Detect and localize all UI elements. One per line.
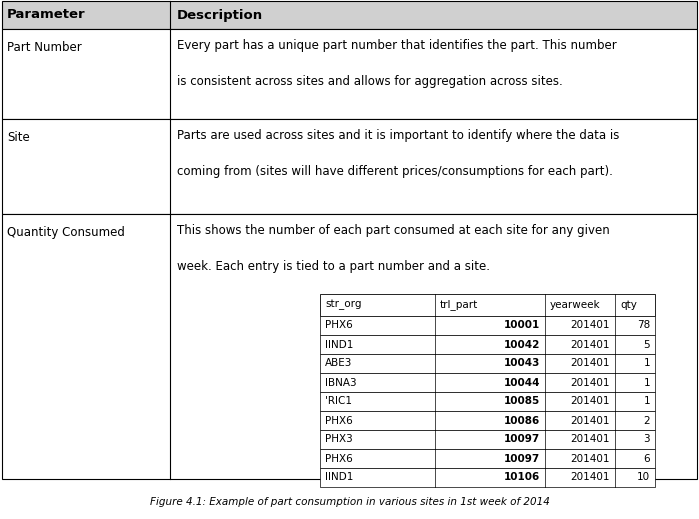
Bar xyxy=(320,449,655,468)
Text: PHX6: PHX6 xyxy=(325,454,353,463)
Text: 1: 1 xyxy=(643,377,650,388)
Text: 201401: 201401 xyxy=(570,397,610,406)
Text: 201401: 201401 xyxy=(570,434,610,444)
Text: qty: qty xyxy=(620,300,637,310)
Text: 3: 3 xyxy=(643,434,650,444)
Text: IIND1: IIND1 xyxy=(325,472,354,483)
Bar xyxy=(320,430,655,449)
Text: 201401: 201401 xyxy=(570,377,610,388)
Text: 10086: 10086 xyxy=(504,416,540,426)
Text: Figure 4.1: Example of part consumption in various sites in 1st week of 2014: Figure 4.1: Example of part consumption … xyxy=(150,497,549,507)
Text: str_org: str_org xyxy=(325,300,361,310)
Text: This shows the number of each part consumed at each site for any given: This shows the number of each part consu… xyxy=(177,224,610,237)
Bar xyxy=(320,468,655,487)
Bar xyxy=(320,373,655,392)
Text: 10042: 10042 xyxy=(503,339,540,349)
Text: 201401: 201401 xyxy=(570,454,610,463)
Text: 78: 78 xyxy=(637,321,650,331)
Bar xyxy=(320,294,655,316)
Text: 201401: 201401 xyxy=(570,416,610,426)
Text: 10085: 10085 xyxy=(504,397,540,406)
Bar xyxy=(320,335,655,354)
Text: Part Number: Part Number xyxy=(7,41,82,54)
Text: IBNA3: IBNA3 xyxy=(325,377,356,388)
Text: PHX6: PHX6 xyxy=(325,416,353,426)
Text: Site: Site xyxy=(7,131,30,144)
Text: 10043: 10043 xyxy=(503,359,540,368)
Text: 6: 6 xyxy=(643,454,650,463)
Text: IIND1: IIND1 xyxy=(325,339,354,349)
Text: ABE3: ABE3 xyxy=(325,359,352,368)
Bar xyxy=(2,119,697,214)
Text: 201401: 201401 xyxy=(570,359,610,368)
Text: trl_part: trl_part xyxy=(440,299,478,310)
Text: Parameter: Parameter xyxy=(7,8,85,21)
Bar xyxy=(2,214,697,479)
Bar xyxy=(320,392,655,411)
Text: 10001: 10001 xyxy=(504,321,540,331)
Text: 10: 10 xyxy=(637,472,650,483)
Text: 2: 2 xyxy=(643,416,650,426)
Bar xyxy=(2,29,697,119)
Text: 201401: 201401 xyxy=(570,321,610,331)
Text: Parts are used across sites and it is important to identify where the data is: Parts are used across sites and it is im… xyxy=(177,129,619,142)
Text: coming from (sites will have different prices/consumptions for each part).: coming from (sites will have different p… xyxy=(177,165,613,178)
Bar xyxy=(320,411,655,430)
Bar xyxy=(2,1,697,29)
Text: 10097: 10097 xyxy=(504,434,540,444)
Text: 1: 1 xyxy=(643,359,650,368)
Text: 1: 1 xyxy=(643,397,650,406)
Text: 5: 5 xyxy=(643,339,650,349)
Text: Description: Description xyxy=(177,8,263,21)
Text: 201401: 201401 xyxy=(570,339,610,349)
Text: Every part has a unique part number that identifies the part. This number: Every part has a unique part number that… xyxy=(177,39,617,52)
Text: yearweek: yearweek xyxy=(550,300,600,310)
Text: 201401: 201401 xyxy=(570,472,610,483)
Text: PHX6: PHX6 xyxy=(325,321,353,331)
Text: PHX3: PHX3 xyxy=(325,434,353,444)
Text: is consistent across sites and allows for aggregation across sites.: is consistent across sites and allows fo… xyxy=(177,75,563,88)
Text: 10097: 10097 xyxy=(504,454,540,463)
Text: week. Each entry is tied to a part number and a site.: week. Each entry is tied to a part numbe… xyxy=(177,260,490,273)
Text: Quantity Consumed: Quantity Consumed xyxy=(7,226,125,239)
Text: 10106: 10106 xyxy=(504,472,540,483)
Bar xyxy=(320,316,655,335)
Bar xyxy=(320,354,655,373)
Text: 'RIC1: 'RIC1 xyxy=(325,397,352,406)
Text: 10044: 10044 xyxy=(503,377,540,388)
